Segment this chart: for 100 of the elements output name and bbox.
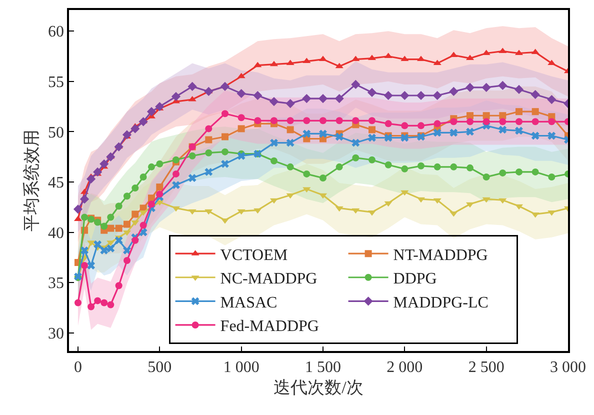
point [286, 99, 295, 108]
point [93, 167, 102, 176]
point [74, 299, 82, 306]
point [106, 152, 116, 162]
point [303, 117, 310, 124]
point [434, 163, 441, 170]
point [115, 202, 122, 210]
x-tick-label: 3 000 [550, 358, 586, 376]
x-tick-label: 500 [148, 358, 172, 376]
point [139, 210, 148, 216]
point [221, 148, 228, 156]
point [368, 134, 376, 142]
x-tick-label: 1 500 [304, 358, 341, 376]
point [140, 173, 147, 180]
point [547, 94, 556, 104]
point [80, 246, 88, 254]
point [114, 142, 124, 152]
point [318, 94, 328, 104]
point [432, 90, 442, 100]
point [450, 128, 458, 137]
point [418, 162, 424, 170]
point [73, 204, 83, 214]
point [482, 197, 490, 203]
point [156, 184, 164, 191]
point [253, 90, 262, 100]
point [100, 159, 109, 168]
point [400, 134, 409, 142]
point [401, 165, 408, 172]
point [122, 130, 132, 140]
y-axis-title: 平均系统效用 [22, 130, 42, 232]
point [548, 60, 556, 66]
y-tick-label: 60 [48, 24, 64, 41]
point [400, 90, 410, 100]
point [156, 160, 164, 168]
point [466, 112, 474, 120]
y-tick-label: 35 [48, 275, 64, 292]
point [100, 299, 108, 306]
point [254, 117, 262, 124]
point [352, 208, 360, 214]
point [368, 117, 376, 124]
point [303, 170, 310, 178]
point [449, 86, 458, 96]
point [302, 130, 311, 138]
point [532, 108, 539, 116]
point [368, 156, 376, 164]
point [499, 112, 506, 120]
point [384, 120, 392, 128]
point [286, 138, 294, 147]
point [450, 118, 458, 126]
legend-label: Fed-MADDPG [220, 318, 320, 336]
point [450, 52, 458, 58]
point [80, 194, 90, 204]
point [482, 82, 491, 92]
point [352, 117, 360, 124]
point [146, 107, 156, 116]
y-tick-label: 40 [48, 224, 64, 242]
point [418, 122, 424, 130]
point [302, 58, 311, 64]
point [115, 224, 122, 232]
point [498, 80, 508, 90]
point [531, 212, 540, 218]
point [221, 133, 228, 140]
point [384, 90, 393, 100]
point [188, 82, 197, 91]
point [515, 126, 523, 135]
point [286, 193, 294, 199]
point [238, 114, 245, 122]
point [466, 128, 474, 136]
x-tick-label: 1 000 [223, 358, 260, 376]
point [270, 138, 278, 147]
point [384, 201, 392, 207]
point [532, 118, 539, 126]
point [106, 244, 115, 252]
point [188, 209, 196, 215]
point [87, 262, 96, 270]
point [205, 136, 212, 144]
point [100, 222, 108, 230]
x-tick-label: 2 500 [468, 358, 504, 376]
point [384, 134, 392, 142]
point [204, 86, 214, 96]
point [132, 236, 139, 244]
point [286, 163, 294, 170]
point [94, 297, 102, 304]
point [237, 72, 246, 78]
point [401, 122, 408, 130]
point [155, 102, 164, 112]
point [115, 282, 122, 290]
point [352, 138, 360, 147]
y-tick-label: 50 [48, 124, 64, 142]
point [140, 222, 147, 229]
point [433, 198, 442, 204]
point [450, 163, 458, 170]
point [516, 118, 522, 126]
point [148, 200, 155, 208]
x-tick-label: 2 000 [386, 358, 423, 376]
point [81, 214, 88, 221]
point [123, 256, 130, 264]
point [335, 206, 344, 212]
point [123, 246, 131, 254]
point [302, 94, 312, 104]
